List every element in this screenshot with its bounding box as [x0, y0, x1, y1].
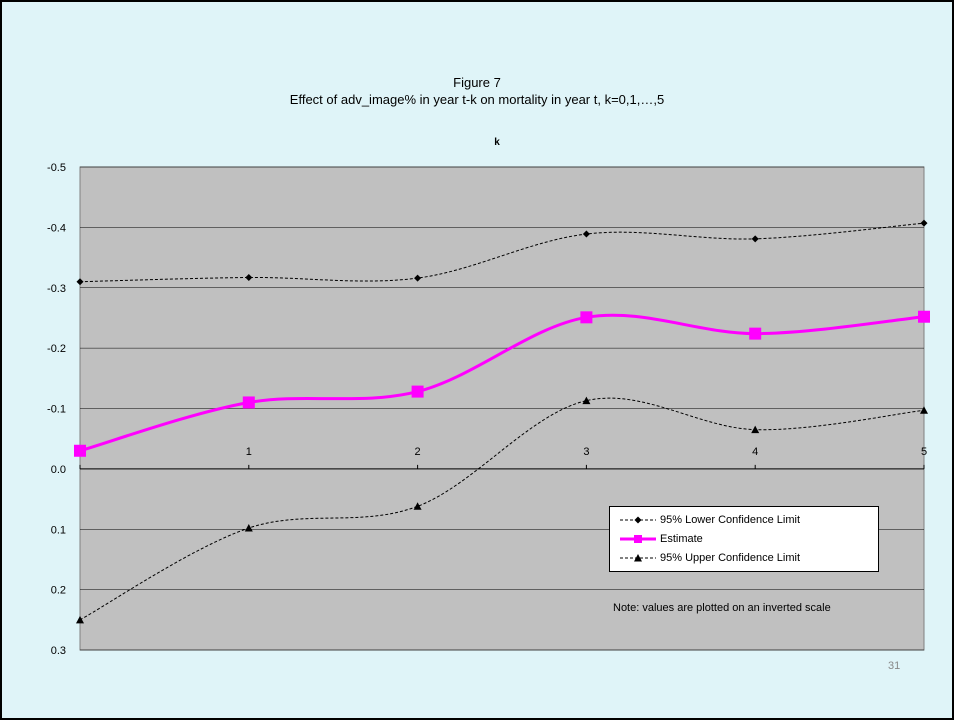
legend-swatch-upper [620, 554, 656, 562]
page-number: 31 [888, 660, 901, 672]
legend-label-upper: 95% Upper Confidence Limit [660, 552, 801, 564]
data-point-estimate [749, 327, 762, 340]
legend-swatch-estimate [620, 535, 656, 543]
legend-item-lower: 95% Lower Confidence Limit [618, 513, 800, 527]
chart-subtitle: Effect of adv_image% in year t-k on mort… [289, 92, 665, 107]
data-point-estimate [580, 311, 593, 324]
legend-swatch-lower [620, 516, 656, 524]
x-tick-label: 4 [752, 446, 758, 458]
data-point-estimate [918, 310, 930, 323]
legend-label-estimate: Estimate [660, 533, 703, 545]
y-tick-label: -0.5 [47, 162, 66, 174]
data-point-estimate [242, 396, 255, 409]
legend-item-upper: 95% Upper Confidence Limit [618, 551, 800, 565]
y-tick-label: 0.3 [51, 645, 66, 657]
x-axis-title: k [494, 137, 500, 148]
x-tick-label: 2 [415, 446, 421, 458]
data-point-lower [245, 273, 253, 281]
data-point-estimate [74, 444, 86, 457]
data-point-upper [76, 615, 84, 624]
chart-title-block: Figure 7 Effect of adv_image% in year t-… [0, 74, 954, 108]
data-point-lower [920, 219, 928, 227]
data-point-lower [582, 230, 590, 238]
data-point-estimate [411, 385, 424, 398]
legend-item-estimate: Estimate [618, 532, 703, 546]
x-tick-label: 1 [246, 446, 252, 458]
chart-note: Note: values are plotted on an inverted … [613, 602, 831, 614]
y-tick-label: -0.1 [47, 404, 66, 416]
series-line-estimate [79, 313, 925, 453]
legend: 95% Lower Confidence Limit Estimate 95% … [609, 506, 879, 572]
legend-label-lower: 95% Lower Confidence Limit [660, 514, 801, 526]
series-line-lower [79, 222, 925, 283]
y-tick-label: 0.0 [51, 464, 66, 476]
x-tick-label: 5 [921, 446, 927, 458]
data-point-upper [244, 524, 253, 532]
data-point-lower [751, 235, 759, 243]
y-tick-label: 0.2 [51, 585, 66, 597]
y-tick-label: -0.3 [47, 283, 66, 295]
data-point-upper [920, 406, 928, 414]
y-tick-label: -0.2 [47, 343, 66, 355]
data-point-upper [413, 502, 422, 510]
data-point-upper [751, 425, 760, 434]
y-tick-label: -0.4 [47, 222, 66, 234]
data-point-lower [76, 278, 84, 286]
data-point-upper [582, 396, 591, 405]
x-tick-label: 3 [583, 446, 589, 458]
data-point-lower [414, 274, 422, 282]
chart-title: Figure 7 [453, 75, 501, 90]
y-tick-label: 0.1 [51, 524, 66, 536]
series-line-upper [79, 397, 925, 621]
